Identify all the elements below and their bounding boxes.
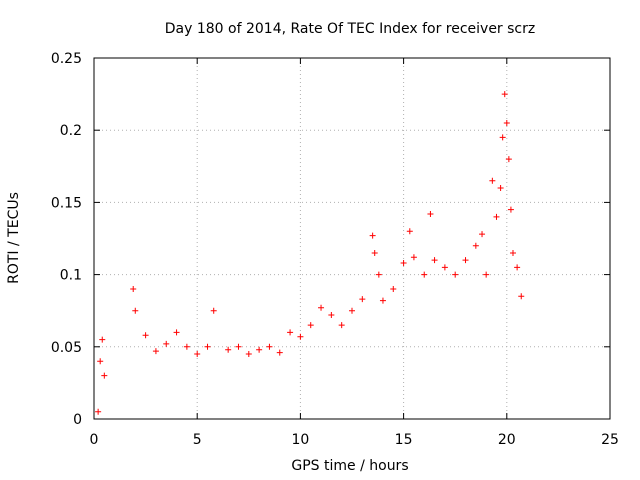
axis-tick-labels: 0 5 10 15 20 25 0 0.05 0.1 0.15 0.2 0.25 [51,51,619,448]
data-point [507,206,514,213]
data-point [518,293,525,300]
data-point [427,210,434,217]
data-point [338,322,345,329]
data-point [410,254,417,261]
data-point [349,307,355,314]
data-point [235,343,242,350]
data-point [297,333,304,340]
data-point [406,228,413,235]
data-point [204,343,211,350]
data-point [276,349,283,356]
y-tick-label: 0.1 [60,268,82,284]
y-tick-label: 0 [73,412,82,428]
x-tick-label: 25 [601,432,619,448]
data-point [245,351,252,358]
axis-ticks [93,57,611,420]
chart-title: Day 180 of 2014, Rate Of TEC Index for r… [165,21,535,37]
data-point [163,340,170,347]
data-point [379,297,386,304]
data-point [130,286,137,293]
data-point [497,184,504,191]
y-tick-label: 0.25 [51,51,82,67]
data-point [142,332,149,339]
x-axis-label: GPS time / hours [291,458,408,474]
data-point [371,249,378,256]
x-tick-label: 20 [498,432,516,448]
data-point [400,260,407,267]
data-point [499,134,506,141]
data-point [452,271,459,278]
y-tick-label: 0.05 [51,340,82,356]
data-point [132,307,139,314]
data-points [95,91,525,415]
data-point [194,351,201,358]
data-point [173,329,180,336]
y-tick-label: 0.15 [51,195,82,211]
data-point [95,408,102,415]
data-point [97,358,104,365]
data-point [493,213,500,220]
data-point [359,296,366,303]
data-point [462,257,469,264]
data-point [328,312,335,319]
data-point [287,329,294,336]
data-point [256,346,263,353]
plot-frame [93,57,611,420]
grid-lines [94,58,610,419]
data-point [479,231,486,238]
data-point [183,343,190,350]
data-point [509,249,516,256]
data-point [441,264,448,271]
data-point [210,307,217,314]
data-point [505,156,512,163]
x-tick-label: 15 [395,432,413,448]
x-tick-label: 0 [90,432,99,448]
data-point [431,257,438,264]
data-point [101,372,108,379]
data-point [225,346,232,353]
data-point [99,336,106,343]
y-axis-label: ROTI / TECUs [6,192,22,284]
data-point [152,348,159,355]
data-point [421,271,428,278]
y-tick-label: 0.2 [60,123,82,139]
data-point [503,119,510,126]
data-point [318,304,325,311]
x-tick-label: 10 [291,432,309,448]
data-point [369,232,376,239]
data-point [483,271,490,278]
data-point [514,264,521,271]
data-point [266,343,273,350]
data-point [472,242,479,249]
x-tick-label: 5 [193,432,202,448]
data-point [501,91,508,98]
data-point [390,286,397,293]
data-point [307,322,314,329]
data-point [375,271,382,278]
data-point [489,177,496,184]
